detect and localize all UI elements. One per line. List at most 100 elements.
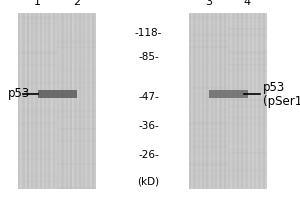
Bar	[232, 13, 235, 189]
Bar	[221, 13, 224, 189]
Text: p53: p53	[262, 81, 285, 94]
Bar	[256, 13, 258, 189]
Bar	[206, 13, 208, 189]
Bar	[260, 13, 263, 189]
Bar	[239, 13, 241, 189]
Bar	[83, 13, 85, 189]
Bar	[57, 16, 96, 19]
Bar	[189, 186, 228, 189]
Bar	[18, 81, 57, 84]
Bar	[189, 87, 228, 89]
Bar	[92, 13, 94, 189]
Bar	[18, 110, 57, 113]
Bar	[87, 13, 89, 189]
Bar	[59, 13, 61, 189]
Bar	[228, 128, 267, 131]
Bar	[22, 13, 25, 189]
Bar	[226, 13, 228, 189]
Bar	[228, 111, 267, 113]
Bar	[94, 13, 96, 189]
Bar	[38, 13, 40, 189]
Bar	[29, 13, 31, 189]
Bar	[228, 13, 230, 189]
Bar	[57, 40, 96, 43]
Bar	[18, 34, 57, 36]
Bar	[228, 181, 267, 183]
Bar	[189, 134, 228, 137]
Bar	[189, 13, 191, 189]
Bar	[18, 57, 57, 60]
Bar	[228, 81, 267, 83]
Bar	[57, 158, 96, 160]
Bar	[228, 69, 267, 72]
Bar	[18, 134, 57, 136]
Bar	[57, 28, 96, 30]
Bar	[228, 93, 267, 95]
Bar	[196, 13, 198, 189]
Bar	[57, 116, 96, 118]
Bar	[57, 63, 96, 66]
Bar	[219, 13, 221, 189]
Bar	[228, 46, 267, 48]
Bar	[35, 13, 38, 189]
Bar	[57, 181, 96, 183]
Bar	[18, 46, 57, 48]
Bar	[27, 13, 29, 189]
Bar	[189, 110, 228, 112]
Bar	[211, 13, 213, 189]
Bar	[18, 140, 57, 142]
Bar	[18, 163, 57, 166]
Bar	[228, 40, 267, 42]
Text: -47-: -47-	[138, 92, 159, 102]
Bar	[228, 13, 267, 189]
Bar	[189, 16, 228, 19]
Bar	[189, 157, 228, 160]
Bar	[18, 40, 57, 42]
Bar	[44, 13, 46, 189]
Bar	[228, 152, 267, 154]
Bar	[18, 69, 57, 72]
Bar	[228, 158, 267, 160]
Bar	[193, 13, 196, 189]
Bar	[18, 122, 57, 125]
Bar	[57, 146, 96, 148]
Bar	[189, 181, 228, 183]
Bar	[189, 64, 228, 66]
Bar	[228, 163, 267, 165]
Bar	[61, 13, 64, 189]
Bar	[18, 64, 57, 66]
Bar	[18, 186, 57, 189]
Bar	[189, 13, 228, 189]
Bar	[189, 163, 228, 166]
Bar	[40, 13, 42, 189]
Bar	[57, 134, 96, 136]
Bar	[18, 146, 57, 148]
Bar	[20, 13, 22, 189]
Bar	[57, 87, 96, 89]
Bar	[25, 13, 27, 189]
Bar	[230, 13, 232, 189]
Bar	[228, 64, 267, 66]
Bar	[18, 28, 57, 30]
Bar	[18, 22, 57, 24]
Bar	[228, 87, 267, 89]
Bar	[57, 34, 96, 36]
Bar	[248, 13, 250, 189]
Bar	[189, 75, 228, 78]
Text: -36-: -36-	[138, 121, 159, 131]
Bar	[18, 157, 57, 160]
Bar	[64, 13, 66, 189]
Bar	[31, 13, 33, 189]
Bar	[228, 28, 267, 30]
Bar	[57, 81, 96, 83]
Bar	[18, 151, 57, 154]
Bar	[85, 13, 87, 189]
Bar	[18, 104, 57, 107]
Bar	[57, 13, 96, 189]
Bar	[18, 175, 57, 177]
Bar	[228, 105, 267, 107]
Bar	[57, 110, 96, 112]
Bar	[18, 92, 57, 95]
Bar	[74, 13, 77, 189]
Bar	[57, 58, 96, 60]
